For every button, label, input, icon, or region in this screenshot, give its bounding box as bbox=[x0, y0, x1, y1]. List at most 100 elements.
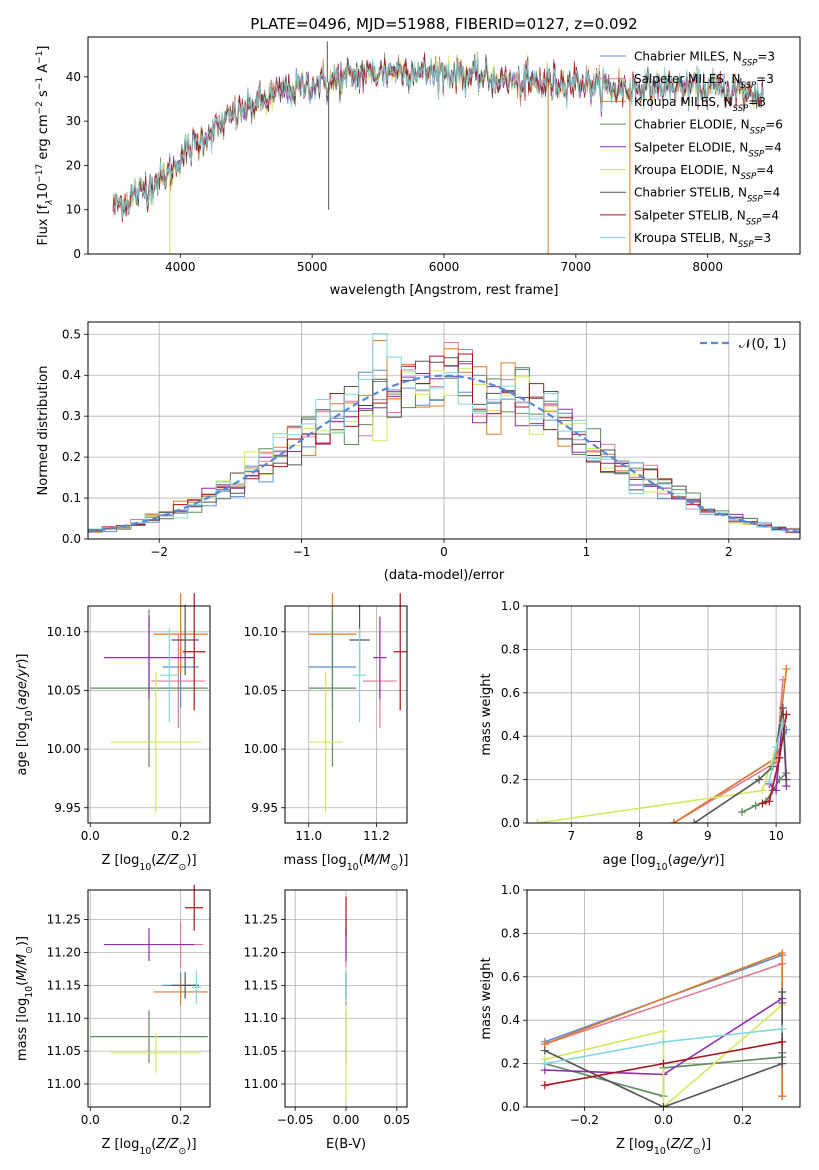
weight-marker-kroupa-elodie bbox=[533, 819, 542, 823]
axes-frame bbox=[526, 605, 801, 824]
panel-age-vs-Z: 0.0 0.2 9.95 10.00 10.05 10.10 Z [log10(Z/Z⊙)]… bbox=[15, 593, 211, 873]
errorbar-chabrier-elodie bbox=[308, 609, 357, 767]
x-label-age-vs-Z: Z [log10(Z/Z⊙)] bbox=[101, 853, 196, 873]
y-label-mass-weight-vs-Z: mass weight bbox=[479, 957, 494, 1039]
errorbar-salpeter-stelib bbox=[185, 884, 204, 931]
weight-marker-kroupa-miles bbox=[782, 664, 791, 673]
y-tick-label: 0.2 bbox=[501, 1057, 520, 1071]
y-tick-label: 0.4 bbox=[501, 1013, 520, 1027]
axes-frame bbox=[87, 889, 211, 1108]
y-tick-label: 1.0 bbox=[501, 599, 520, 613]
spectrum-legend: Chabrier MILES, NSSP=3 Salpeter MILES, NS… bbox=[600, 50, 783, 250]
y-tick-label: 0.0 bbox=[62, 532, 81, 546]
x-label-age-vs-mass: mass [log10(M/M⊙)] bbox=[284, 853, 409, 873]
legend-label-kroupa-elodie: Kroupa ELODIE, NSSP=4 bbox=[634, 163, 774, 182]
errorbar-kroupa-elodie bbox=[308, 671, 343, 813]
errorbar-salpeter-stelib bbox=[182, 593, 206, 711]
grid-lines bbox=[285, 606, 407, 823]
weight-marker-kroupa-miles bbox=[778, 1092, 787, 1101]
spectrum-panel: 4000 5000 6000 7000 8000 0 10 20 30 40 wavelength … bbox=[35, 36, 801, 298]
y-tick-label: 0.4 bbox=[62, 368, 81, 382]
x-tick-label: 8000 bbox=[692, 260, 723, 274]
y-tick-label: 11.25 bbox=[47, 913, 81, 927]
x-tick-label: −2 bbox=[150, 545, 168, 559]
histogram-step-kroupa-stelib bbox=[88, 333, 800, 535]
weight-marker-chabrier-stelib bbox=[755, 775, 764, 784]
histogram-y-label: Normed distribution bbox=[36, 366, 51, 496]
x-tick-label: 2 bbox=[725, 545, 733, 559]
plot-area bbox=[540, 948, 787, 1107]
legend-label-salpeter-stelib: Salpeter STELIB, NSSP=4 bbox=[634, 208, 779, 227]
x-tick-label: 0.0 bbox=[81, 829, 100, 843]
weight-marker-kroupa-stelib bbox=[778, 1024, 787, 1033]
errorbar-chabrier-elodie bbox=[90, 1010, 208, 1063]
weight-marker-salpeter-stelib bbox=[778, 1037, 787, 1046]
errorbar-kroupa-miles bbox=[153, 593, 208, 676]
weight-marker-salpeter-stelib bbox=[758, 799, 767, 808]
axes-frame bbox=[284, 605, 408, 824]
y-tick-label: 10.05 bbox=[47, 683, 81, 697]
axes: −0.05 0.00 0.05 11.00 11.05 11.10 11.15 11.20 11… bbox=[244, 889, 410, 1127]
y-tick-label: 1.0 bbox=[501, 883, 520, 897]
plot-area bbox=[533, 664, 791, 823]
y-tick-label: 10 bbox=[66, 203, 81, 217]
x-tick-label: 4000 bbox=[165, 260, 196, 274]
errorbar-kroupa-stelib bbox=[191, 970, 201, 1004]
histogram-legend: 𝒩(0, 1) bbox=[700, 337, 786, 352]
errorbar-kroupa-elodie bbox=[110, 671, 201, 813]
legend-label-kroupa-stelib: Kroupa STELIB, NSSP=3 bbox=[634, 231, 771, 250]
y-tick-label: 0.6 bbox=[501, 686, 520, 700]
y-tick-label: 0.0 bbox=[501, 1100, 520, 1114]
y-tick-label: 11.00 bbox=[244, 1077, 278, 1091]
axes: 4000 5000 6000 7000 8000 0 10 20 30 40 bbox=[66, 36, 801, 274]
y-tick-label: 11.10 bbox=[47, 1011, 81, 1025]
weight-line-salpeter-stelib bbox=[762, 714, 788, 805]
spectrum-y-label: Flux [fλ10−17 erg cm−2 s−1 A−1] bbox=[35, 46, 55, 246]
x-tick-label: 11.2 bbox=[363, 829, 390, 843]
panel-mass-weight-vs-Z: −0.2 0.0 0.2 0.0 0.2 0.4 0.6 0.8 1.0 Z [log10(Z/Z… bbox=[479, 883, 801, 1157]
weight-line-kroupa-elodie bbox=[544, 1004, 783, 1107]
y-tick-label: 0.3 bbox=[62, 409, 81, 423]
errorbar-kroupa-miles bbox=[153, 978, 208, 1006]
x-tick-label: 6000 bbox=[429, 260, 460, 274]
y-tick-label: 0 bbox=[73, 247, 81, 261]
legend-label-normal: 𝒩(0, 1) bbox=[739, 337, 786, 352]
x-tick-label: 0.2 bbox=[171, 1113, 190, 1127]
x-tick-label: 11.0 bbox=[295, 829, 322, 843]
weight-marker-chabrier-stelib bbox=[778, 1059, 787, 1068]
x-label-mass-vs-Z: Z [log10(Z/Z⊙)] bbox=[101, 1137, 196, 1157]
x-tick-label: 8 bbox=[636, 829, 644, 843]
x-tick-label: 5000 bbox=[297, 260, 328, 274]
panel-mass-vs-EBV: −0.05 0.00 0.05 11.00 11.05 11.10 11.15 11.20 11… bbox=[244, 889, 410, 1152]
weight-marker-chabrier-elodie bbox=[737, 808, 746, 817]
y-tick-label: 10.10 bbox=[244, 625, 278, 639]
errorbar-kroupa-elodie bbox=[110, 1033, 201, 1073]
legend-label-chabrier-miles: Chabrier MILES, NSSP=3 bbox=[634, 50, 775, 69]
x-tick-label: 9 bbox=[704, 829, 712, 843]
x-tick-label: 0 bbox=[440, 545, 448, 559]
x-tick-label: 0.00 bbox=[333, 1113, 360, 1127]
x-tick-label: −0.2 bbox=[570, 1113, 599, 1127]
x-tick-label: 0.05 bbox=[383, 1113, 410, 1127]
errorbar-kroupa-stelib bbox=[160, 628, 179, 723]
y-tick-label: 10.05 bbox=[244, 683, 278, 697]
y-label-mass-weight-vs-age: mass weight bbox=[479, 673, 494, 755]
weight-marker-kroupa-stelib bbox=[765, 777, 774, 786]
spectrum-line-kroupa-stelib bbox=[112, 53, 764, 219]
axes: −0.2 0.0 0.2 0.0 0.2 0.4 0.6 0.8 1.0 bbox=[501, 883, 801, 1127]
weight-marker-kroupa-miles bbox=[778, 948, 787, 957]
weight-marker-kroupa-stelib bbox=[540, 1059, 549, 1068]
weight-marker-chabrier-stelib bbox=[659, 1103, 668, 1107]
legend-label-salpeter-elodie: Salpeter ELODIE, NSSP=4 bbox=[634, 140, 782, 159]
weight-marker-chabrier-stelib bbox=[778, 987, 787, 996]
weight-marker-kroupa-elodie bbox=[659, 1027, 668, 1036]
errorbar-salpeter-miles bbox=[151, 634, 206, 728]
figure-title: PLATE=0496, MJD=51988, FIBERID=0127, z=0… bbox=[250, 15, 637, 33]
x-tick-label: 0.0 bbox=[81, 1113, 100, 1127]
x-tick-label: 0.2 bbox=[733, 1113, 752, 1127]
y-tick-label: 30 bbox=[66, 114, 81, 128]
histogram-panel: −2 −1 0 1 2 0.0 0.1 0.2 0.3 0.4 0.5 𝒩(0, 1) (data-mo… bbox=[36, 321, 801, 583]
grid-lines bbox=[88, 890, 210, 1107]
y-tick-label: 11.05 bbox=[244, 1044, 278, 1058]
